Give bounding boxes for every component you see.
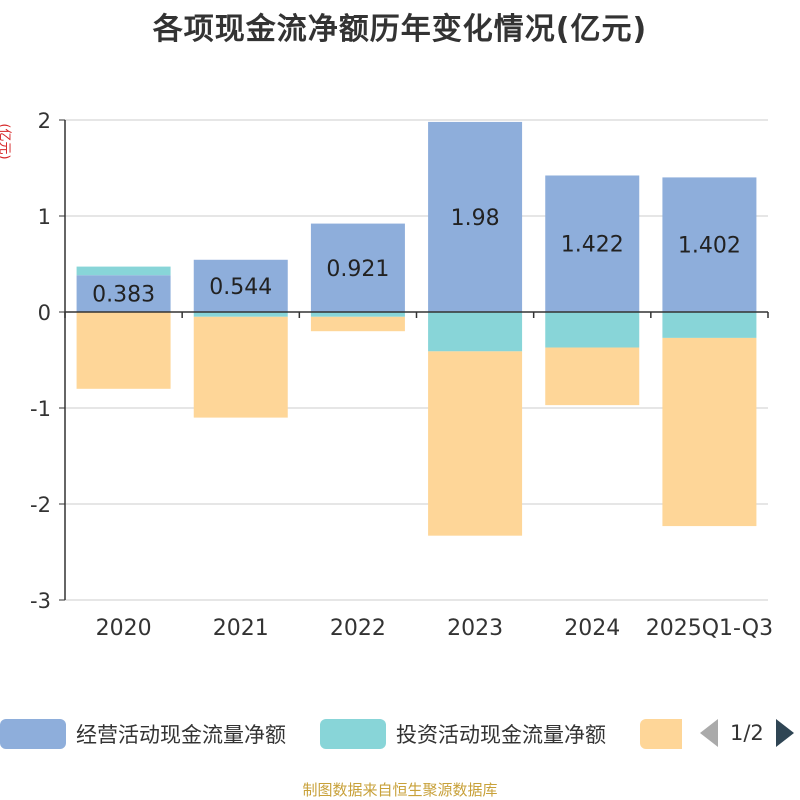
bar-2024-series-2 bbox=[545, 347, 640, 406]
bar-2022-series-1 bbox=[310, 312, 405, 317]
bar-2020-series-0 bbox=[76, 275, 171, 312]
bar-2022-series-2 bbox=[310, 316, 405, 332]
y-tick-label: 0 bbox=[38, 301, 51, 325]
x-tick-label: 2023 bbox=[447, 616, 503, 641]
x-tick-label: 2024 bbox=[564, 616, 620, 641]
data-label-2023: 1.98 bbox=[451, 206, 500, 231]
data-label-2021: 0.544 bbox=[209, 275, 272, 300]
legend-label-operating: 经营活动现金流量净额 bbox=[76, 723, 286, 747]
bar-2024-series-0 bbox=[545, 175, 640, 312]
bar-2023-series-0 bbox=[428, 121, 523, 312]
bar-2021-series-1 bbox=[193, 312, 288, 317]
data-source-note: 制图数据来自恒生聚源数据库 bbox=[302, 781, 498, 799]
legend-label-investing: 投资活动现金流量净额 bbox=[396, 723, 606, 747]
data-label-2024: 1.422 bbox=[561, 233, 624, 258]
bar-2025Q1-Q3-series-0 bbox=[662, 177, 757, 312]
y-tick-label: 1 bbox=[38, 205, 51, 229]
y-tick-label: -2 bbox=[30, 493, 51, 517]
bar-2025Q1-Q3-series-1 bbox=[662, 312, 757, 338]
chart-plot: 2 1 0 -1 -2 -3 0.383 0.544 0.921 1.98 1.422 1.402 20… bbox=[30, 109, 773, 641]
y-tick-label: 2 bbox=[38, 109, 51, 133]
bar-2023-series-2 bbox=[428, 351, 523, 536]
legend-item-operating-cash-flow[interactable]: 经营活动现金流量净额 bbox=[0, 718, 286, 750]
bar-2024-series-1 bbox=[545, 312, 640, 348]
legend-pager: 1/2 bbox=[700, 719, 794, 747]
bar-2021-series-0 bbox=[193, 259, 288, 312]
legend-next-page-icon[interactable] bbox=[775, 719, 794, 747]
x-tick-label: 2020 bbox=[96, 616, 152, 641]
legend-item-investing-cash-flow[interactable]: 投资活动现金流量净额 bbox=[320, 718, 606, 750]
bar-2025Q1-Q3-series-2 bbox=[662, 337, 757, 527]
bar-2023-series-1 bbox=[428, 312, 523, 352]
data-label-2025Q1-Q3: 1.402 bbox=[678, 234, 741, 259]
legend-swatch-financing bbox=[640, 719, 682, 749]
y-tick-label: -1 bbox=[30, 397, 51, 421]
bar-2020-series-1 bbox=[76, 266, 171, 276]
chart-title: 各项现金流净额历年变化情况(亿元) bbox=[152, 12, 648, 47]
x-tick-label: 2025Q1-Q3 bbox=[646, 616, 773, 641]
legend-page-indicator: 1/2 bbox=[730, 721, 764, 745]
bar-2020-series-2 bbox=[76, 312, 171, 389]
legend-swatch-operating bbox=[0, 719, 66, 749]
x-tick-label: 2021 bbox=[213, 616, 269, 641]
data-label-2022: 0.921 bbox=[326, 257, 389, 282]
data-label-2020: 0.383 bbox=[92, 283, 155, 308]
bar-2022-series-0 bbox=[310, 223, 405, 312]
legend-prev-page-icon[interactable] bbox=[700, 719, 718, 747]
bar-2021-series-2 bbox=[193, 316, 288, 418]
x-tick-label: 2022 bbox=[330, 616, 386, 641]
legend-item-financing-cash-flow[interactable] bbox=[640, 718, 682, 750]
y-tick-label: -3 bbox=[30, 589, 51, 613]
legend-swatch-investing bbox=[320, 719, 386, 749]
